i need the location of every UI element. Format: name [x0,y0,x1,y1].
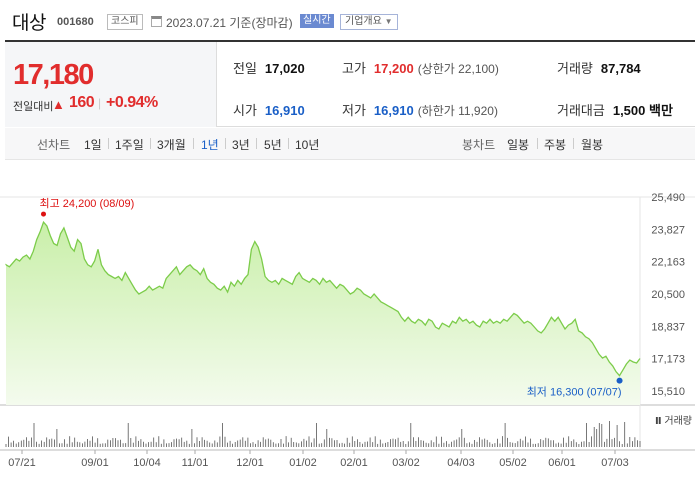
period-1y[interactable]: 1년 [201,138,219,152]
open-value: 16,910 [264,103,305,118]
amount-cell: 거래대금 1,500 백만 [557,100,673,119]
volume-cell: 거래량 87,784 [557,58,641,77]
realtime-button[interactable]: 실시간 [300,14,334,28]
low-label: 저가 [342,103,366,118]
x-tick-label: 03/02 [392,457,420,469]
amount-value: 1,500 백만 [612,103,673,118]
volume-legend: Ⅱ 거래량 [655,416,692,427]
divider [537,138,538,149]
high-label: 고가 [342,61,366,76]
candle-weekly[interactable]: 주봉 [544,138,567,152]
chart-period-bar: 선차트 1일 1주일 3개월 1년 3년 5년 10년 봉차트 일봉 주봉 월봉 [5,128,695,160]
x-tick-label: 07/03 [601,457,629,469]
high-cell: 고가 17,200 (상한가 22,100) [342,58,499,77]
volume-value: 87,784 [600,61,641,76]
low-marker [616,377,623,384]
x-tick-label: 09/01 [81,457,109,469]
y-tick-label: 20,500 [651,289,685,301]
y-tick-label: 18,837 [651,321,685,333]
divider [150,138,151,149]
lower-limit: (하한가 11,920) [417,104,498,118]
x-tick-label: 01/02 [289,457,317,469]
amount-label: 거래대금 [557,103,605,118]
x-tick-label: 06/01 [548,457,576,469]
prev-close-cell: 전일 17,020 [233,58,305,77]
divider [288,138,289,149]
divider [193,138,194,149]
x-tick-label: 04/03 [447,457,475,469]
y-tick-label: 25,490 [651,192,685,204]
open-label: 시가 [233,103,257,118]
high-value: 17,200 [373,61,414,76]
volume-label: 거래량 [557,61,593,76]
open-cell: 시가 16,910 [233,100,305,119]
up-triangle-icon: ▲ [52,97,65,112]
high-marker [40,211,46,217]
change-value: 160 [69,94,95,111]
period-10y[interactable]: 10년 [295,138,320,152]
price-area [6,222,640,405]
period-1d[interactable]: 1일 [84,138,102,152]
y-tick-label: 15,510 [651,386,685,398]
stock-name: 대상 [12,13,46,34]
low-cell: 저가 16,910 (하한가 11,920) [342,100,498,119]
price-summary: 17,180 전일대비 ▲ 160 | +0.94% 전일 17,020 고가 17… [5,40,695,127]
price-line [5,220,641,377]
y-tick-label: 23,827 [651,224,685,236]
x-tick-label: 11/01 [182,457,209,469]
y-tick-label: 22,163 [651,257,685,269]
divider [573,138,574,149]
high-annotation: 최고 24,200 (08/09) [39,197,134,210]
market-badge: 코스피 [107,14,143,30]
period-1w[interactable]: 1주일 [115,138,144,152]
prev-close-value: 17,020 [264,61,305,76]
low-value: 16,910 [373,103,414,118]
period-3y[interactable]: 3년 [232,138,250,152]
divider [225,138,226,149]
change-percent: +0.94% [106,94,158,111]
candle-daily[interactable]: 일봉 [507,138,530,152]
x-tick-label: 02/01 [340,457,368,469]
current-price: 17,180 [13,59,94,91]
x-tick-label: 10/04 [133,457,161,469]
upper-limit: (상한가 22,100) [417,62,499,76]
divider: | [98,96,102,110]
company-info-label: 기업개요 [345,16,382,27]
x-tick-label: 05/02 [499,457,527,469]
stock-header: 대상 001680 코스피 2023.07.21 기준(장마감) 실시간 기업개… [0,0,695,40]
candle-monthly[interactable]: 월봉 [581,138,604,152]
company-info-dropdown[interactable]: 기업개요 ▼ [340,14,398,30]
calendar-icon [151,16,162,27]
price-chart: 25,490 23,827 22,163 20,500 18,837 17,173 15,5… [0,175,695,479]
prev-close-label: 전일 [233,61,257,76]
change-label: 전일대비 [13,101,54,113]
divider [108,138,109,149]
current-price-panel: 17,180 전일대비 ▲ 160 | +0.94% [5,42,217,127]
period-3m[interactable]: 3개월 [157,138,186,152]
period-5y[interactable]: 5년 [264,138,282,152]
base-date: 2023.07.21 기준(장마감) [166,16,293,30]
low-annotation: 최저 16,300 (07/07) [527,386,622,399]
x-tick-label: 12/01 [236,457,264,469]
x-tick-label: 07/21 [8,457,36,469]
divider [256,138,257,149]
y-tick-label: 17,173 [651,354,685,366]
stock-code: 001680 [57,16,94,28]
price-chart-svg: 25,490 23,827 22,163 20,500 18,837 17,173 15,5… [0,192,695,469]
line-chart-label: 선차트 [37,138,71,152]
candle-chart-label: 봉차트 [462,138,496,152]
chevron-down-icon: ▼ [384,17,393,26]
volume-legend-label: 거래량 [664,416,692,427]
